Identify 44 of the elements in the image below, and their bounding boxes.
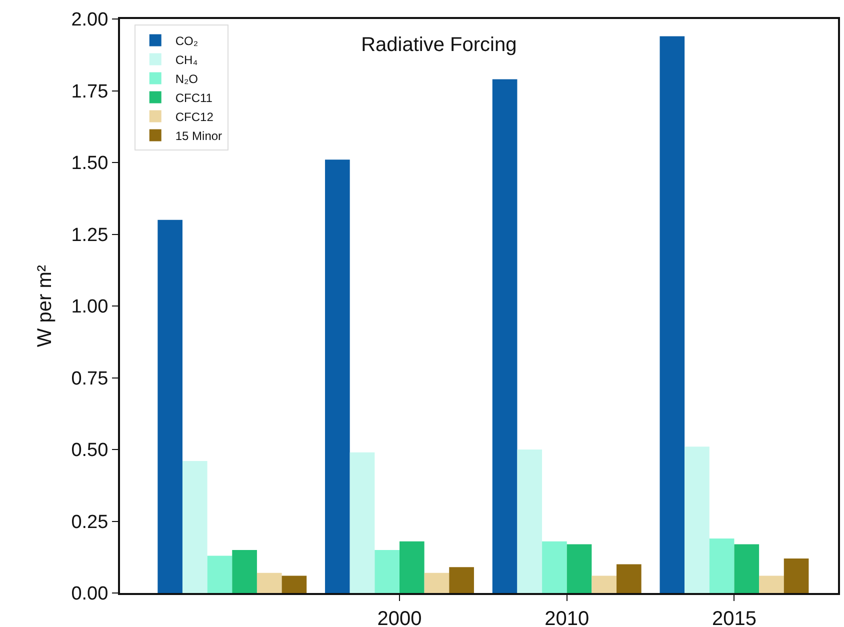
legend-label: 15 Minor xyxy=(175,128,222,143)
bar xyxy=(207,556,232,593)
y-tick-label: 0.50 xyxy=(71,440,108,462)
legend-label: N₂O xyxy=(175,72,198,86)
legend-label: CFC11 xyxy=(175,90,213,105)
y-tick-label: 1.00 xyxy=(71,296,108,318)
bar xyxy=(158,220,182,593)
legend-label: CO₂ xyxy=(175,34,198,48)
legend-label: CH₄ xyxy=(175,52,198,67)
bar xyxy=(709,538,734,593)
bar xyxy=(734,544,760,593)
bar xyxy=(449,567,474,593)
bar xyxy=(517,450,542,593)
bar xyxy=(759,576,784,593)
bar xyxy=(684,446,710,593)
x-tick-label: 2000 xyxy=(377,608,422,627)
x-tick-label: 2010 xyxy=(544,608,590,627)
bar xyxy=(325,160,350,593)
x-tick-label: 2015 xyxy=(712,608,756,627)
text: Radiative Forcing xyxy=(361,34,517,56)
bar xyxy=(350,452,375,593)
bar xyxy=(616,564,642,593)
bar xyxy=(400,541,424,593)
bar xyxy=(566,544,592,593)
bar xyxy=(784,558,809,593)
y-tick-label: 1.75 xyxy=(71,81,108,102)
bar xyxy=(182,460,208,593)
y-tick-label: 2.00 xyxy=(71,10,108,31)
bar xyxy=(232,550,257,593)
bar xyxy=(374,550,400,593)
bar xyxy=(424,572,450,593)
bar xyxy=(256,572,282,593)
bar xyxy=(542,541,567,593)
bar xyxy=(592,576,617,593)
y-tick-label: 0.25 xyxy=(71,512,108,533)
y-tick-label: 1.25 xyxy=(71,224,108,246)
bar xyxy=(660,36,685,593)
bar xyxy=(282,576,307,593)
y-tick-label: 1.50 xyxy=(71,153,108,174)
y-tick-label: 0.75 xyxy=(71,368,108,390)
bar xyxy=(492,79,518,593)
y-tick-label: 0.00 xyxy=(71,584,108,605)
legend-label: CFC12 xyxy=(175,110,214,124)
y-axis-title: W per m² xyxy=(34,264,56,348)
